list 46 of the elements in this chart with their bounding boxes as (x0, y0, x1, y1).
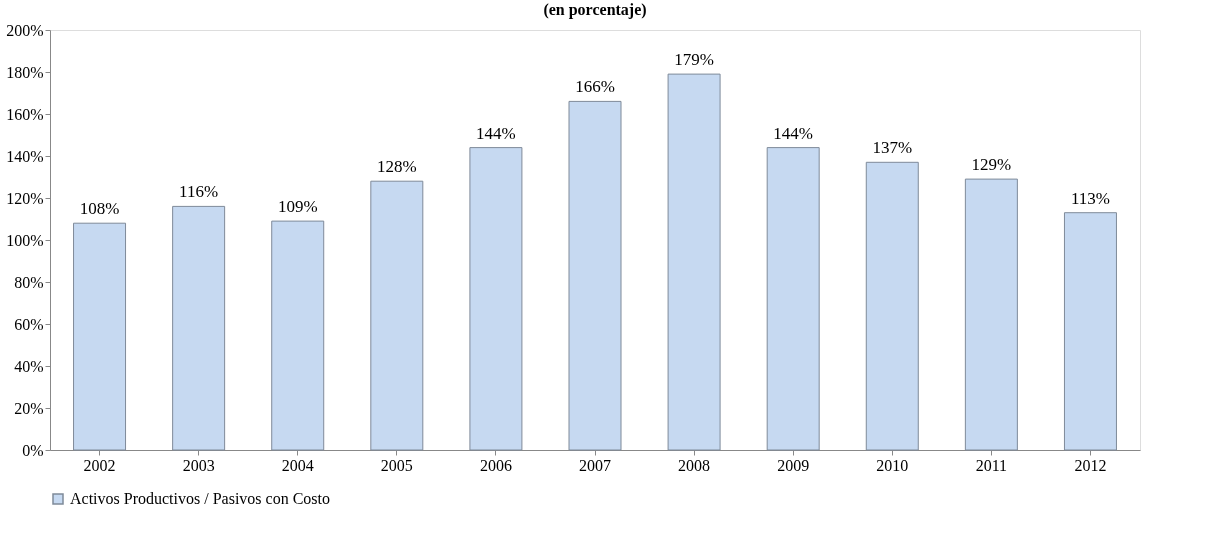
data-label: 137% (872, 138, 913, 158)
y-tick-label: 40% (14, 357, 44, 375)
bar (271, 220, 325, 451)
y-tick-label: 180% (6, 63, 44, 81)
x-tick-label: 2009 (777, 456, 810, 474)
bar (370, 180, 424, 451)
x-tick-label: 2005 (380, 456, 413, 474)
x-tick-label: 2007 (579, 456, 611, 474)
legend-label: Activos Productivos / Pasivos con Costo (70, 490, 331, 507)
bar (73, 222, 127, 451)
y-tick-label: 200% (6, 21, 44, 39)
x-tick-label: 2012 (1074, 456, 1107, 474)
data-label: 144% (773, 123, 814, 143)
y-tick-label: 140% (6, 147, 44, 165)
bar (964, 178, 1018, 451)
data-label: 129% (971, 155, 1012, 175)
y-tick-label: 100% (6, 231, 44, 249)
chart-title: (en porcentaje) (543, 1, 647, 19)
bar (469, 147, 523, 451)
y-tick-label: 0% (22, 441, 44, 459)
x-tick-label: 2008 (678, 456, 711, 474)
data-label: 116% (179, 182, 219, 202)
x-tick-label: 2003 (182, 456, 215, 474)
bar (568, 100, 622, 451)
x-tick-label: 2004 (281, 456, 314, 474)
x-tick-label: 2006 (479, 456, 512, 474)
data-label: 128% (376, 157, 417, 177)
bar (766, 147, 820, 451)
y-tick-label: 160% (6, 105, 44, 123)
bar (667, 73, 721, 451)
data-label: 113% (1070, 188, 1110, 208)
x-tick-label: 2002 (83, 456, 116, 474)
y-tick-label: 80% (14, 273, 44, 291)
y-tick-label: 20% (14, 399, 44, 417)
data-label: 108% (79, 199, 120, 219)
data-label: 166% (575, 77, 615, 97)
x-tick-label: 2010 (876, 456, 909, 474)
data-label: 144% (476, 123, 516, 143)
x-tick-label: 2011 (975, 456, 1008, 474)
bar (172, 205, 226, 451)
data-label: 179% (674, 50, 714, 70)
bar (1063, 212, 1117, 451)
data-label: 109% (277, 197, 318, 217)
y-tick-label: 60% (14, 315, 44, 333)
y-tick-label: 120% (6, 189, 44, 207)
bar (865, 161, 919, 451)
